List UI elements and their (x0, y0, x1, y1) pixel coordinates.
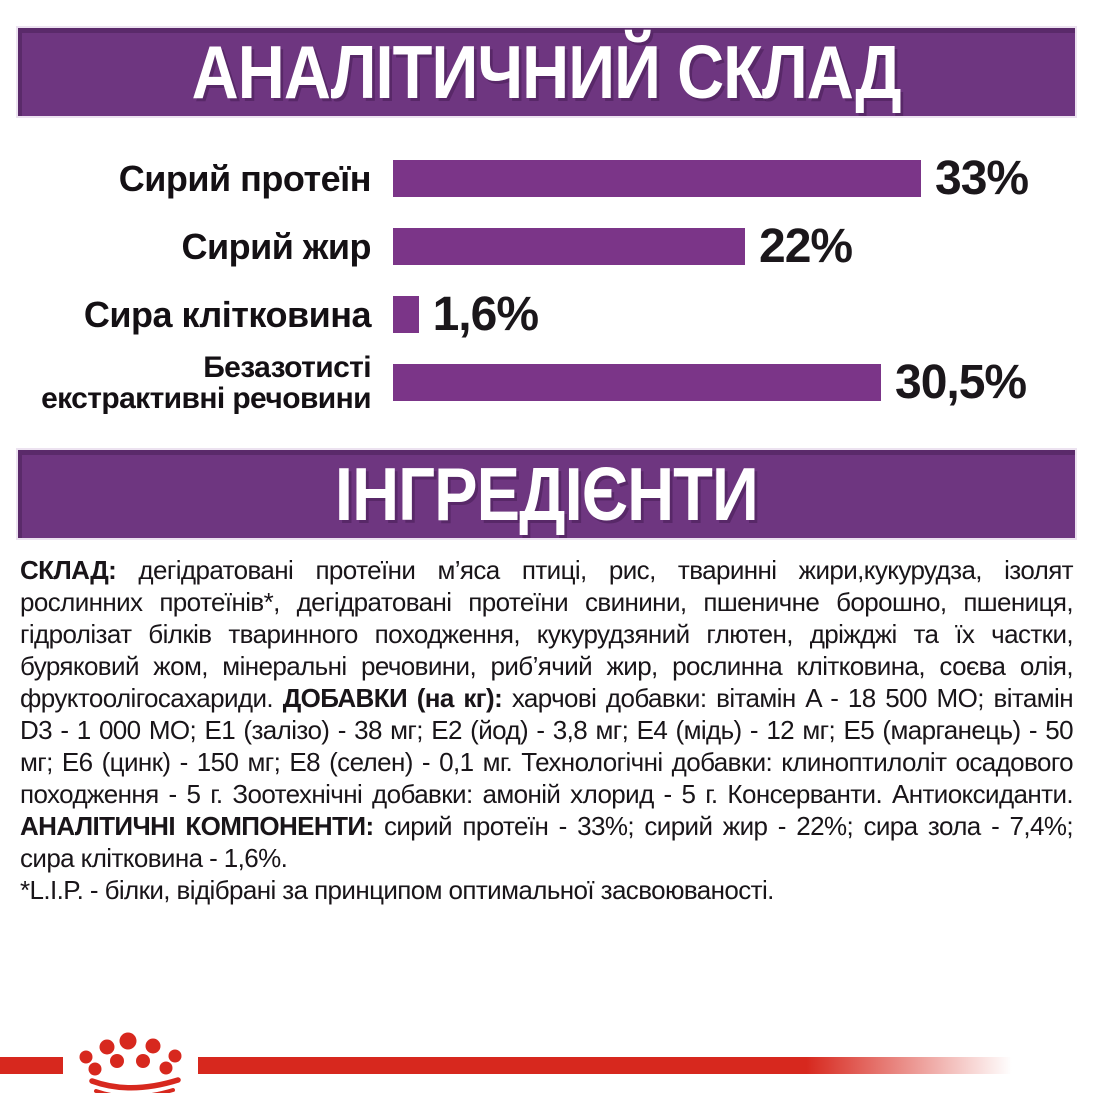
chart-row-label: Сирий протеїн (118, 158, 372, 199)
composition-heading: СКЛАД: (20, 555, 117, 585)
nutrient-bar-chart: Сирий протеїн 33% Сирий жир 22% Сира клітков… (0, 152, 1093, 414)
ingredients-banner: ІНГРЕДІЄНТИ (18, 450, 1075, 538)
chart-bar-value: 33% (935, 152, 1029, 205)
chart-row: Сира клітковина 1,6% (0, 288, 1093, 341)
composition-text: СКЛАД: дегідратовані протеїни м’яса птиц… (20, 554, 1074, 874)
chart-bar (393, 364, 881, 401)
composition-heading: АНАЛІТИЧНІ КОМПОНЕНТИ: (20, 811, 374, 841)
chart-bar-value: 22% (759, 220, 853, 273)
chart-bar-value: 1,6% (432, 288, 539, 341)
red-band-left (0, 1057, 63, 1074)
chart-row: Безазотисті екстрактивні речовини 30,5% (0, 352, 1093, 414)
lip-footnote: *L.I.P. - білки, відібрані за принципом … (20, 875, 774, 905)
chart-row: Сирий протеїн 33% (0, 152, 1093, 205)
chart-bar-value: 30,5% (895, 356, 1027, 409)
red-band-right (198, 1057, 1020, 1074)
composition-section: СКЛАД: дегідратовані протеїни м’яса птиц… (20, 554, 1074, 906)
composition-body: харчові добавки: вітамін A - 18 500 МО; … (20, 683, 1074, 809)
composition-body: сирий протеїн - 33%; сирий жир - 22%; си… (20, 811, 1074, 873)
chart-row-label: Сирий жир (181, 226, 371, 267)
royal-canin-crown-logo (79, 1032, 182, 1093)
analytical-composition-title: АНАЛІТИЧНИЙ СКЛАД (191, 29, 902, 115)
chart-row-label: Безазотисті екстрактивні речовини (41, 350, 372, 415)
chart-bar (393, 228, 745, 265)
brand-footer (0, 1027, 1093, 1093)
composition-body: дегідратовані протеїни м’яса птиці, рис,… (20, 555, 1074, 713)
chart-row-label: Сира клітковина (83, 294, 372, 335)
chart-bar (393, 296, 419, 333)
chart-bar (393, 160, 921, 197)
analytical-composition-banner: АНАЛІТИЧНИЙ СКЛАД (18, 28, 1075, 116)
chart-row: Сирий жир 22% (0, 220, 1093, 273)
ingredients-title: ІНГРЕДІЄНТИ (335, 451, 759, 537)
composition-heading: ДОБАВКИ (на кг): (282, 683, 503, 713)
